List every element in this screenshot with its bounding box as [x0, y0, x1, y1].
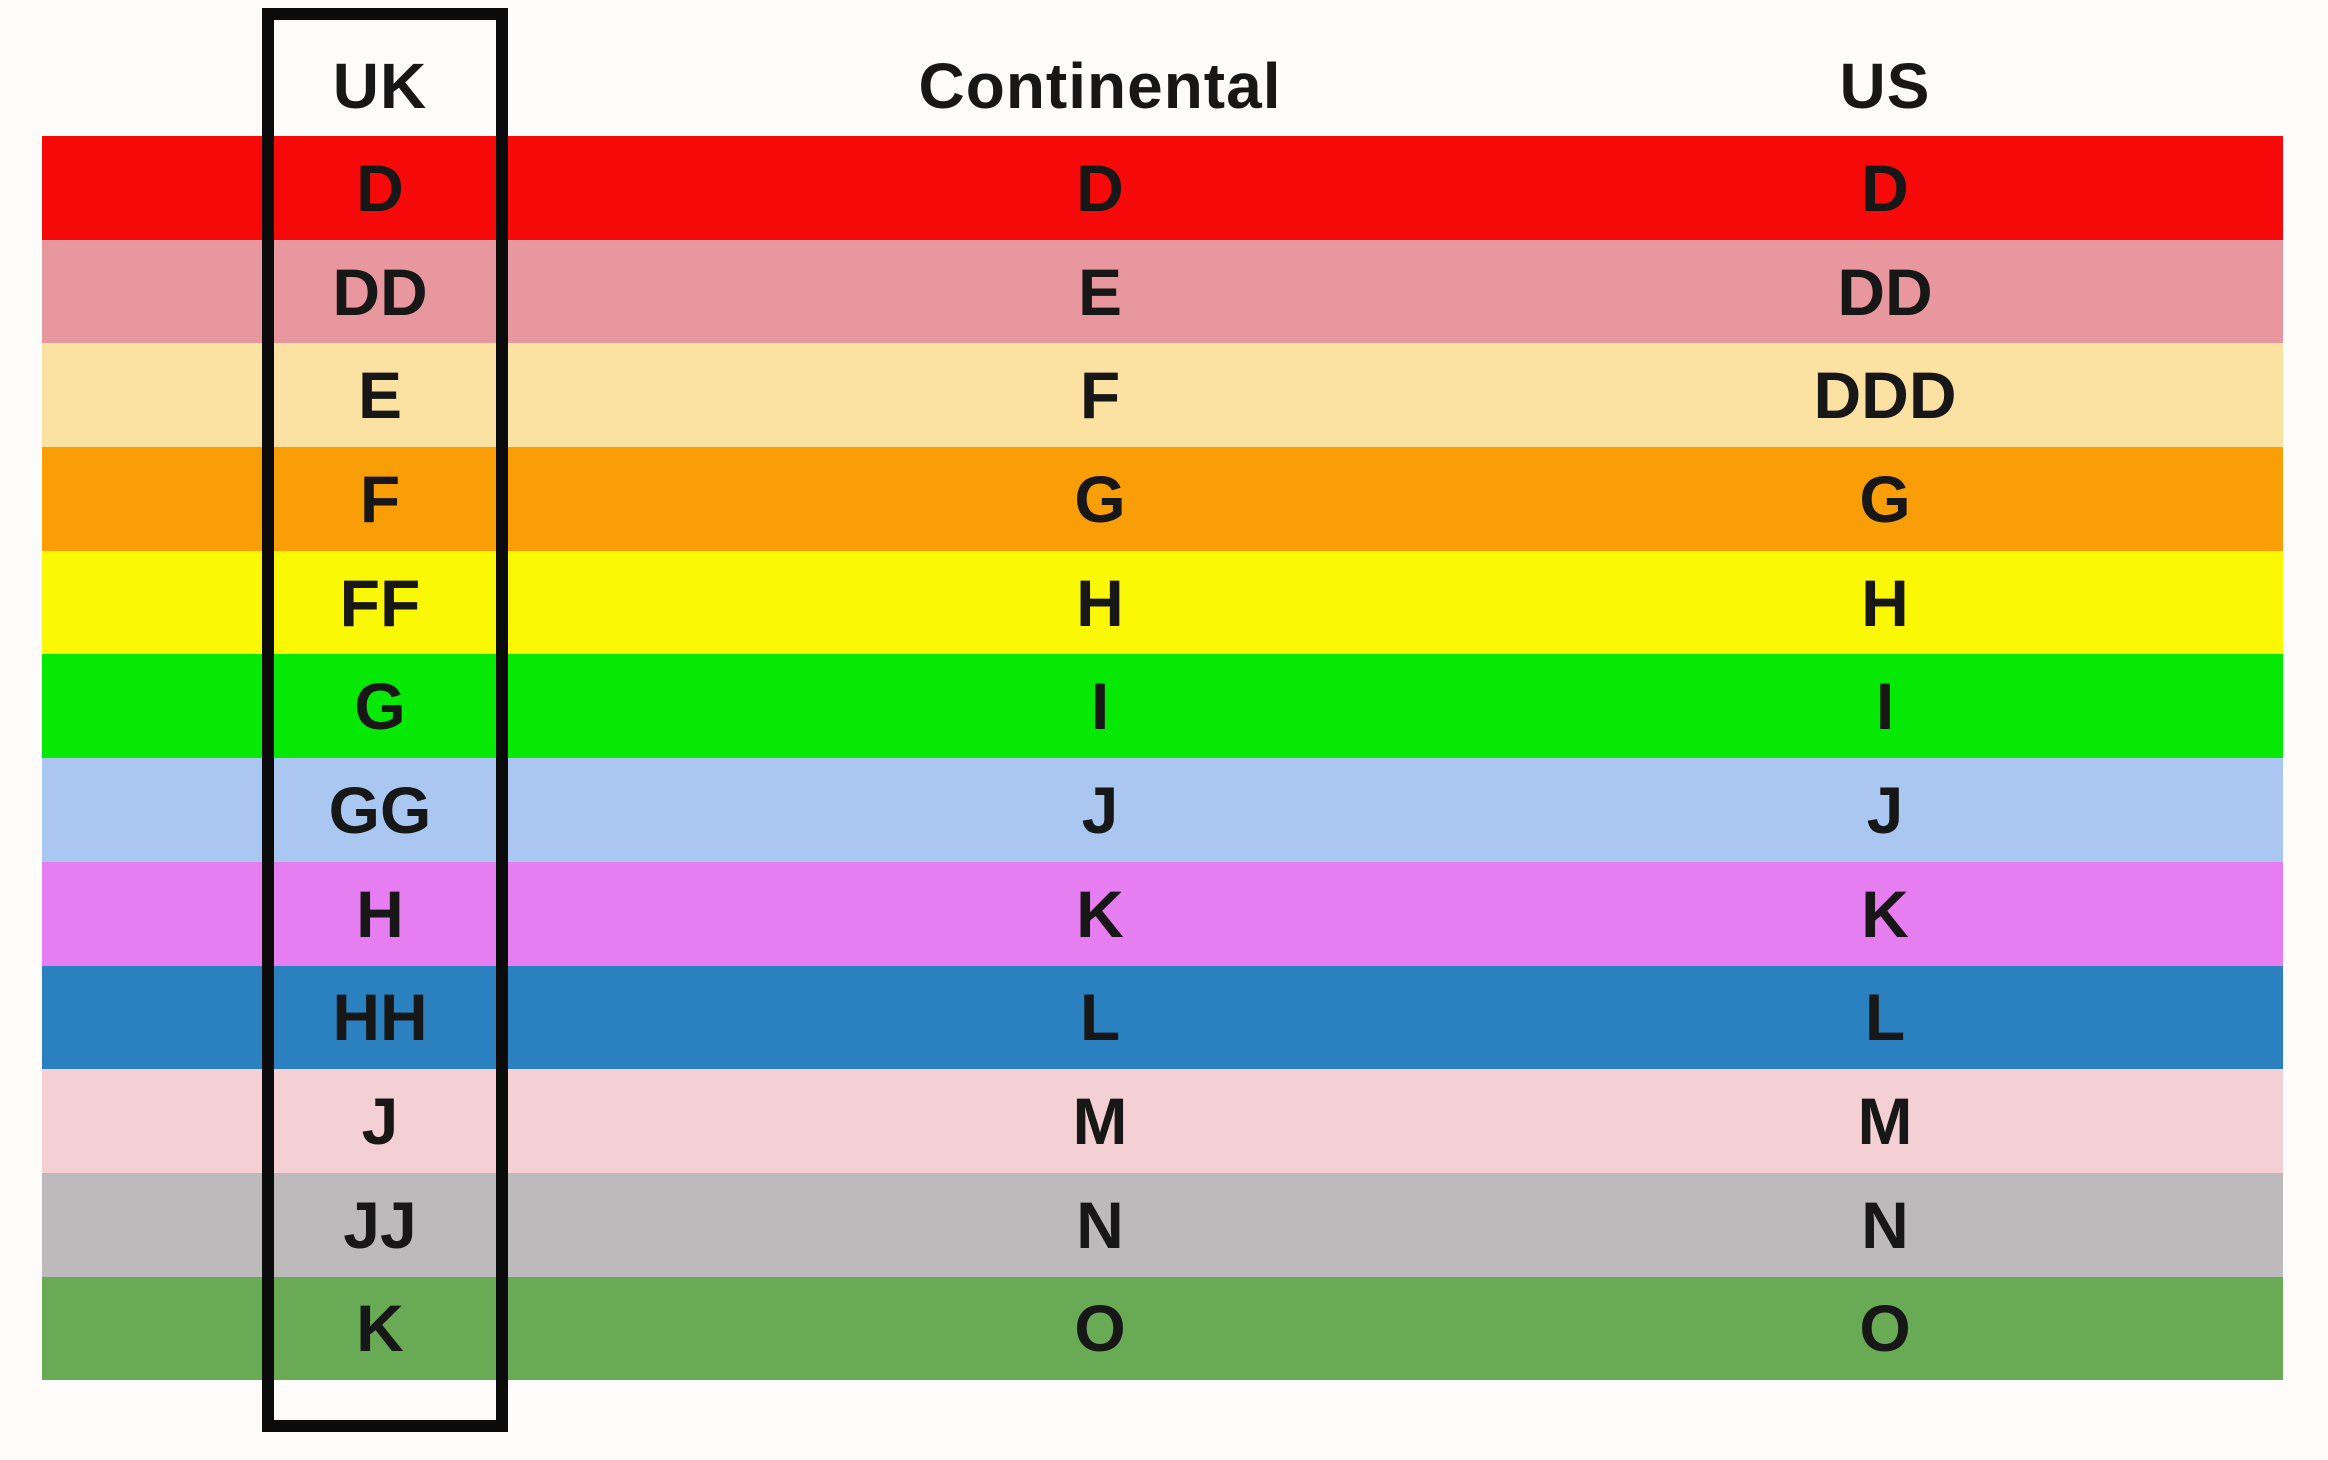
us-size-cell: I — [1875, 669, 1895, 744]
us-size-cell: K — [1861, 876, 1909, 951]
uk-size-cell: GG — [328, 772, 432, 847]
us-size-cell: N — [1861, 1187, 1909, 1262]
continental-size-cell: J — [1081, 772, 1119, 847]
continental-size-cell: G — [1074, 461, 1126, 536]
uk-size-cell: H — [356, 876, 404, 951]
column-header-uk: UK — [332, 49, 428, 122]
us-size-cell: L — [1864, 980, 1906, 1055]
continental-size-cell: I — [1090, 669, 1110, 744]
us-size-cell: H — [1861, 565, 1909, 640]
uk-size-cell: HH — [332, 980, 428, 1055]
uk-size-cell: J — [361, 1084, 399, 1159]
table-row: JJ N N — [42, 1172, 2283, 1277]
table-row: HH L L — [42, 965, 2283, 1070]
us-size-cell: DD — [1837, 254, 1933, 329]
table-row: J M M — [42, 1069, 2283, 1173]
uk-size-cell: FF — [339, 565, 421, 640]
uk-size-cell: E — [357, 358, 403, 433]
table-row: FF H H — [42, 550, 2283, 655]
continental-size-cell: O — [1074, 1291, 1126, 1366]
us-size-cell: M — [1857, 1084, 1913, 1159]
header-row: UK Continental US — [0, 0, 2328, 136]
uk-size-cell: K — [356, 1291, 404, 1366]
uk-size-cell: G — [354, 669, 406, 744]
us-size-cell: O — [1859, 1291, 1911, 1366]
continental-size-cell: E — [1077, 254, 1123, 329]
continental-size-cell: K — [1076, 876, 1124, 951]
table-row: G I I — [42, 654, 2283, 759]
table-row: F G G — [42, 447, 2283, 551]
us-size-cell: J — [1866, 772, 1904, 847]
uk-size-cell: JJ — [343, 1187, 417, 1262]
table-row: D D D — [42, 136, 2283, 240]
continental-size-cell: D — [1076, 150, 1124, 225]
table-row: E F DDD — [42, 343, 2283, 448]
continental-size-cell: M — [1072, 1084, 1128, 1159]
continental-size-cell: L — [1079, 980, 1121, 1055]
table-row: K O O — [42, 1276, 2283, 1381]
table-row: GG J J — [42, 758, 2283, 862]
uk-size-cell: D — [356, 150, 404, 225]
continental-size-cell: F — [1079, 358, 1121, 433]
continental-size-cell: H — [1076, 565, 1124, 640]
us-size-cell: G — [1859, 461, 1911, 536]
column-header-continental: Continental — [918, 49, 1282, 122]
uk-size-cell: F — [359, 461, 401, 536]
us-size-cell: DDD — [1813, 358, 1957, 433]
continental-size-cell: N — [1076, 1187, 1124, 1262]
uk-size-cell: DD — [332, 254, 428, 329]
table-row: DD E DD — [42, 239, 2283, 344]
us-size-cell: D — [1861, 150, 1909, 225]
column-header-us: US — [1839, 49, 1931, 122]
table-row: H K K — [42, 861, 2283, 966]
